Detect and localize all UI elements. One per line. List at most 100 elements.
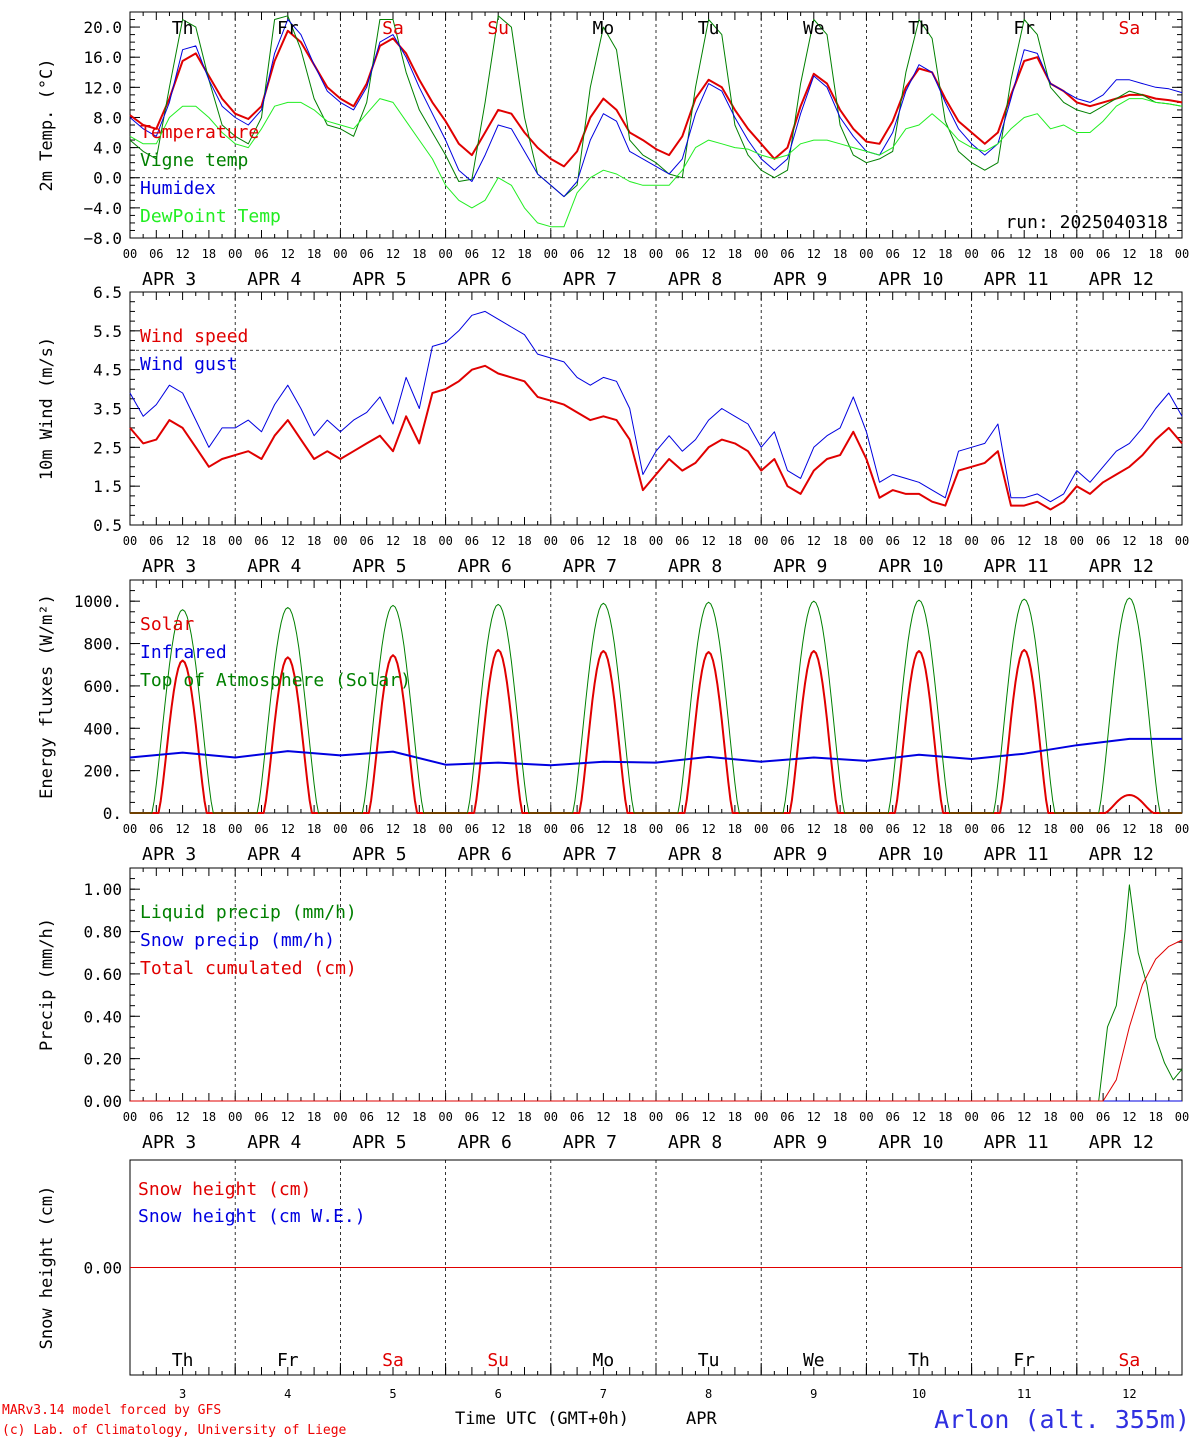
hour-tick-label: 06 [675,1110,689,1124]
day-name: We [803,18,825,39]
x-axis-title: Time UTC (GMT+0h) [455,1409,629,1429]
y-tick-label: 1.00 [83,880,122,899]
hour-tick-label: 18 [728,822,742,836]
hour-tick-label: 00 [754,822,768,836]
day-name: Fr [1013,1350,1035,1371]
legend-item: Solar [140,614,194,635]
date-label: APR 7 [563,269,617,290]
date-label: APR 4 [247,269,301,290]
hour-tick-label: 00 [544,534,558,548]
hour-tick-label: 06 [359,534,373,548]
hour-tick-label: 12 [175,822,189,836]
date-label: APR 6 [458,1132,512,1153]
hour-tick-label: 12 [491,822,505,836]
hour-tick-label: 06 [1096,247,1110,261]
date-label: APR 8 [668,844,722,865]
hour-tick-label: 06 [991,1110,1005,1124]
hour-tick-label: 12 [596,822,610,836]
hour-tick-label: 06 [675,534,689,548]
hour-tick-label: 18 [412,1110,426,1124]
date-label: APR 12 [1089,1132,1154,1153]
legend-item: DewPoint Temp [140,206,281,227]
hour-tick-label: 12 [281,534,295,548]
panel-2 [129,291,1183,526]
hour-tick-label: 18 [517,247,531,261]
series-line-infrared [129,737,1182,767]
legend-item: Total cumulated (cm) [140,958,357,979]
hour-tick-label: 00 [1175,534,1189,548]
hour-tick-label: 18 [622,247,636,261]
hour-tick-label: 12 [1017,534,1031,548]
hour-tick-label: 00 [754,1110,768,1124]
footer-model: MARv3.14 model forced by GFS [2,1403,221,1418]
hour-tick-label: 00 [859,534,873,548]
hour-tick-label: 06 [570,247,584,261]
hour-tick-label: 06 [885,534,899,548]
hour-tick-label: 06 [675,247,689,261]
day-name: Th [908,1350,930,1371]
hour-tick-label: 00 [1070,822,1084,836]
hour-tick-label: 00 [228,534,242,548]
day-number: 6 [495,1387,502,1401]
hour-tick-label: 06 [675,822,689,836]
hour-tick-label: 12 [912,247,926,261]
hour-tick-label: 12 [175,1110,189,1124]
hour-tick-label: 12 [1122,1110,1136,1124]
legend-item: Temperature [140,122,259,143]
day-name: Fr [277,18,299,39]
date-label: APR 12 [1089,844,1154,865]
hour-tick-label: 06 [465,822,479,836]
hour-tick-label: 00 [438,247,452,261]
hour-tick-label: 00 [649,822,663,836]
hour-tick-label: 00 [964,534,978,548]
hour-tick-label: 18 [728,1110,742,1124]
y-tick-label: 4.5 [93,361,122,380]
day-name: Fr [277,1350,299,1371]
day-name: Tu [698,18,720,39]
hour-tick-label: 18 [412,534,426,548]
y-tick-label: 0.60 [83,965,122,984]
hour-tick-label: 12 [807,534,821,548]
hour-tick-label: 00 [754,247,768,261]
y-tick-label: 2.5 [93,438,122,457]
hour-tick-label: 18 [412,247,426,261]
date-label: APR 6 [458,556,512,577]
y-tick-label: 800. [83,635,122,654]
y-tick-label: 0.0 [93,169,122,188]
hour-tick-label: 12 [701,1110,715,1124]
hour-tick-label: 12 [386,822,400,836]
y-tick-label: −4.0 [83,199,122,218]
y-axis-title: 2m Temp. (°C) [37,58,57,191]
footer-copyright: (c) Lab. of Climatology, University of L… [2,1423,347,1438]
hour-tick-label: 12 [386,534,400,548]
hour-tick-label: 06 [465,1110,479,1124]
legend-item: Top of Atmosphere (Solar) [140,670,411,691]
day-name: Fr [1013,18,1035,39]
hour-tick-label: 12 [491,534,505,548]
hour-tick-label: 18 [202,1110,216,1124]
legend-item: Snow height (cm) [138,1179,311,1200]
y-tick-label: 0.40 [83,1007,122,1026]
y-tick-label: −8.0 [83,229,122,248]
hour-tick-label: 00 [649,1110,663,1124]
date-label: APR 8 [668,269,722,290]
series-line-vigne-temp [129,15,1183,198]
hour-tick-label: 06 [885,247,899,261]
hour-tick-label: 18 [202,247,216,261]
date-label: APR 9 [773,844,827,865]
legend-item: Snow height (cm W.E.) [138,1206,366,1227]
hour-tick-label: 06 [465,247,479,261]
hour-tick-label: 18 [307,247,321,261]
hour-tick-label: 00 [438,1110,452,1124]
date-label: APR 8 [668,1132,722,1153]
hour-tick-label: 06 [991,247,1005,261]
hour-tick-label: 06 [991,822,1005,836]
legend-item: Humidex [140,178,216,199]
hour-tick-label: 06 [780,822,794,836]
date-label: APR 12 [1089,269,1154,290]
hour-tick-label: 18 [412,822,426,836]
y-tick-label: 6.5 [93,283,122,302]
hour-tick-label: 06 [570,822,584,836]
series-line-humidex [129,19,1183,198]
